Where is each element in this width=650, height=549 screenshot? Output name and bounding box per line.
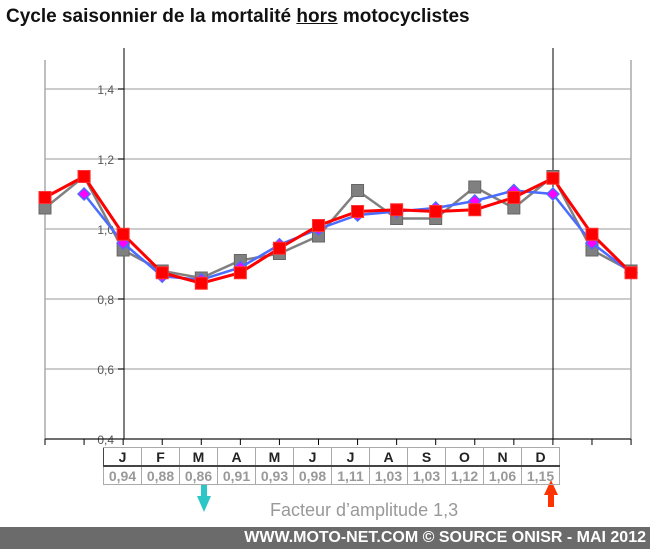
month-header: N <box>483 447 522 467</box>
month-header: M <box>179 447 218 467</box>
data-point <box>351 184 365 197</box>
data-point <box>77 186 92 202</box>
data-point <box>77 170 91 183</box>
y-tick-label: 0,6 <box>97 363 114 377</box>
month-value: 0,94 <box>103 465 142 485</box>
data-point <box>38 191 52 204</box>
arrow-head <box>197 496 211 512</box>
data-point <box>545 186 560 202</box>
month-value: 0,86 <box>179 465 218 485</box>
max-arrow-icon <box>544 480 558 507</box>
data-point <box>546 171 560 185</box>
data-point <box>155 266 169 280</box>
month-value: 1,12 <box>445 465 484 485</box>
y-tick-label: 1,2 <box>97 153 114 167</box>
month-value: 0,91 <box>217 465 256 485</box>
month-value: 0,88 <box>141 465 180 485</box>
data-point <box>390 203 404 217</box>
data-point <box>429 205 443 218</box>
month-value: 1,03 <box>407 465 446 485</box>
arrow-head <box>544 480 558 495</box>
month-header: O <box>445 447 484 467</box>
month-value: 1,15 <box>521 465 560 485</box>
data-point <box>507 191 521 204</box>
data-point <box>468 203 482 217</box>
data-point <box>351 205 365 218</box>
month-header: A <box>217 447 256 467</box>
month-value: 0,93 <box>255 465 294 485</box>
month-header: A <box>369 447 408 467</box>
month-value: 1,11 <box>331 465 370 485</box>
data-point <box>585 227 599 241</box>
month-value: 1,03 <box>369 465 408 485</box>
chart-title: Cycle saisonnier de la mortalité hors mo… <box>6 6 470 28</box>
month-header: F <box>141 447 180 467</box>
data-point <box>272 241 286 255</box>
y-tick-label: 0,4 <box>97 433 114 447</box>
month-header: S <box>407 447 446 467</box>
data-point <box>468 180 482 194</box>
month-header: D <box>521 447 560 467</box>
y-tick-label: 0,8 <box>97 293 114 307</box>
min-arrow-icon <box>197 485 211 512</box>
footer-credit: WWW.MOTO-NET.COM © SOURCE ONISR - MAI 20… <box>0 527 650 549</box>
month-value: 0,98 <box>293 465 332 485</box>
month-header: J <box>331 447 370 467</box>
data-point <box>311 219 325 232</box>
arrow-shaft <box>548 494 554 507</box>
title-underlined: hors <box>296 6 338 27</box>
title-text-end: motocyclistes <box>337 6 470 27</box>
data-point <box>194 276 208 290</box>
data-point <box>116 227 130 241</box>
month-header: J <box>293 447 332 467</box>
arrow-shaft <box>201 485 207 497</box>
title-text: Cycle saisonnier de la mortalité <box>6 6 297 27</box>
series-line <box>44 174 633 285</box>
month-header: M <box>255 447 294 467</box>
month-header: J <box>103 447 142 467</box>
series-line <box>44 174 632 280</box>
month-value: 1,06 <box>483 465 522 485</box>
y-tick-label: 1,4 <box>97 83 114 97</box>
data-point <box>624 266 638 280</box>
amplitude-annotation: Facteur d’amplitude 1,3 <box>270 500 459 520</box>
data-point <box>233 266 247 280</box>
